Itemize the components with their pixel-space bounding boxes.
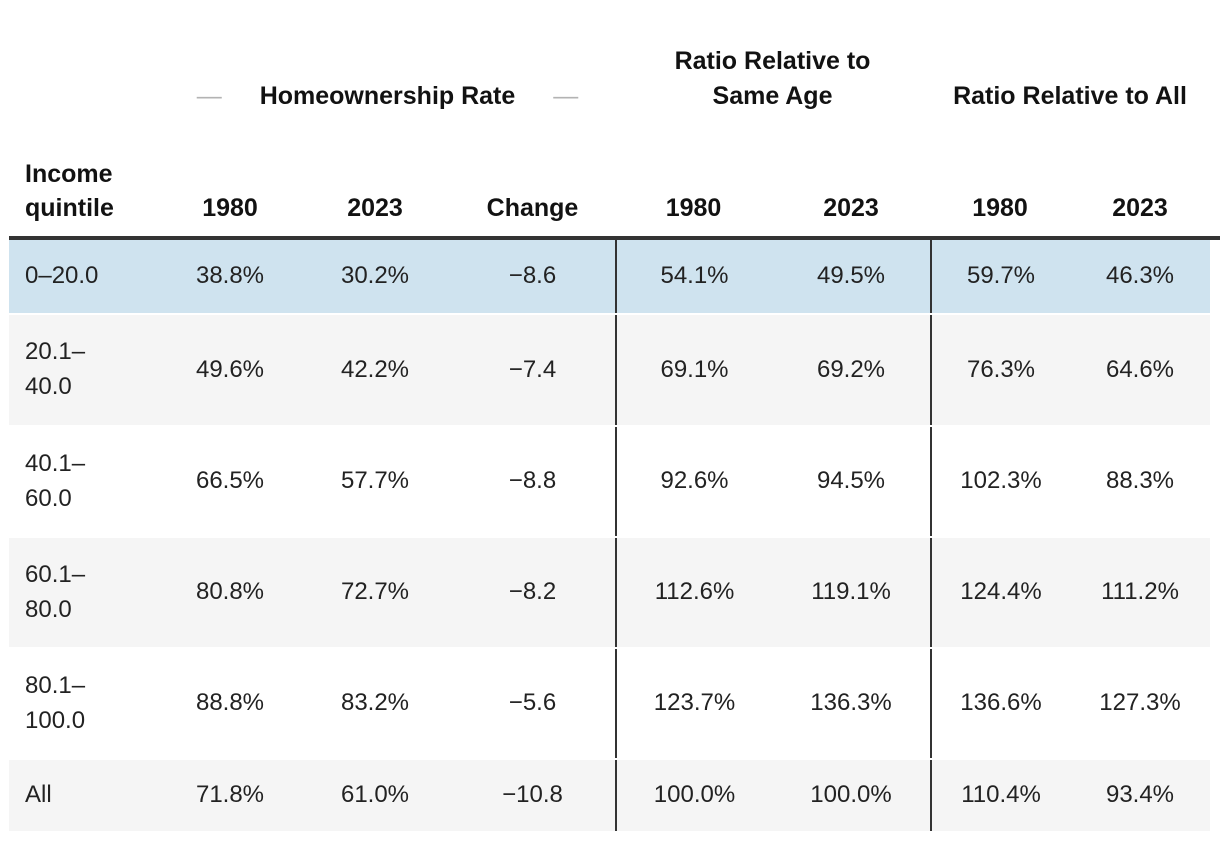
right-dash-decoration: — [553,82,579,110]
value-cell: 59.7% [930,240,1070,313]
value-cell: −7.4 [508,355,557,383]
table-row-quintile-40-60[interactable]: 40.1– 60.0 66.5% 57.7% −8.8 92.6% 94.5% … [9,427,1210,538]
value-cell: 136.6% [930,649,1070,758]
value-cell: 66.5% [195,467,265,495]
column-header-all-2023: 2023 [1112,194,1168,222]
group-header-ratio-same-age: Ratio Relative to Same Age [615,44,930,114]
group-header-homeownership-rate: — Homeownership Rate — [160,79,615,114]
quintile-cell: 0–20.0 [25,262,99,290]
value-cell: 100.0% [615,760,772,831]
column-header-same-age-1980: 1980 [665,194,722,222]
value-cell: 69.2% [816,355,886,383]
value-cell: −10.8 [502,781,563,809]
value-cell: 100.0% [810,781,892,809]
value-cell: 88.3% [1105,467,1175,495]
value-cell: 46.3% [1105,262,1175,290]
table-row-all[interactable]: All 71.8% 61.0% −10.8 100.0% 100.0% 110.… [9,760,1210,831]
value-cell: 54.1% [615,240,772,313]
value-cell: 64.6% [1105,355,1175,383]
value-cell: 92.6% [615,427,772,536]
table-body: 0–20.0 38.8% 30.2% −8.6 54.1% 49.5% 59.7… [9,240,1210,831]
column-header-change: Change [486,194,579,222]
quintile-cell: All [25,781,52,809]
value-cell: 72.7% [340,578,410,606]
table-row-quintile-0-20[interactable]: 0–20.0 38.8% 30.2% −8.6 54.1% 49.5% 59.7… [9,240,1210,315]
quintile-cell: 60.1– 80.0 [25,560,86,623]
header-rule [9,236,1220,240]
value-cell: 127.3% [1099,689,1181,717]
table-row-quintile-80-100[interactable]: 80.1– 100.0 88.8% 83.2% −5.6 123.7% 136.… [9,649,1210,760]
column-header-income-quintile: Income quintile [25,160,114,222]
value-cell: 83.2% [340,689,410,717]
value-cell: 49.5% [816,262,886,290]
value-cell: 110.4% [930,760,1070,831]
value-cell: 124.4% [930,538,1070,647]
value-cell: 42.2% [340,355,410,383]
value-cell: 30.2% [340,262,410,290]
value-cell: 93.4% [1105,781,1175,809]
table-header: — Homeownership Rate — Ratio Relative to… [9,0,1220,240]
value-cell: 111.2% [1101,578,1179,606]
value-cell: −5.6 [508,689,557,717]
data-table: — Homeownership Rate — Ratio Relative to… [9,0,1220,831]
value-cell: −8.2 [508,578,557,606]
column-header-ho-1980: 1980 [202,194,258,222]
value-cell: 123.7% [615,649,772,758]
value-cell: 71.8% [195,781,265,809]
value-cell: 119.1% [811,578,891,606]
column-header-row: Income quintile 1980 2023 Change 1980 20… [9,157,1210,236]
value-cell: 102.3% [930,427,1070,536]
value-cell: 61.0% [340,781,410,809]
column-header-same-age-2023: 2023 [823,194,879,222]
column-header-ho-2023: 2023 [347,194,403,222]
quintile-cell: 80.1– 100.0 [25,671,86,734]
group-header-label: Ratio Relative to All [953,82,1187,110]
value-cell: 38.8% [195,262,265,290]
group-header-ratio-all: Ratio Relative to All [930,79,1210,114]
table-row-quintile-60-80[interactable]: 60.1– 80.0 80.8% 72.7% −8.2 112.6% 119.1… [9,538,1210,649]
left-dash-decoration: — [196,82,222,110]
group-header-label: Ratio Relative to Same Age [674,47,871,110]
value-cell: 69.1% [615,315,772,425]
value-cell: −8.8 [508,467,557,495]
value-cell: 94.5% [816,467,886,495]
value-cell: 57.7% [340,467,410,495]
value-cell: 136.3% [810,689,892,717]
quintile-cell: 20.1– 40.0 [25,338,86,400]
value-cell: 112.6% [615,538,772,647]
table-row-quintile-20-40[interactable]: 20.1– 40.0 49.6% 42.2% −7.4 69.1% 69.2% … [9,315,1210,427]
value-cell: 49.6% [195,355,265,383]
quintile-cell: 40.1– 60.0 [25,449,86,512]
column-header-all-1980: 1980 [972,194,1028,222]
value-cell: 76.3% [930,315,1070,425]
group-header-label: Homeownership Rate [259,82,516,110]
value-cell: −8.6 [508,262,557,290]
value-cell: 88.8% [195,689,265,717]
value-cell: 80.8% [195,578,265,606]
column-group-header-row: — Homeownership Rate — Ratio Relative to… [9,0,1210,114]
